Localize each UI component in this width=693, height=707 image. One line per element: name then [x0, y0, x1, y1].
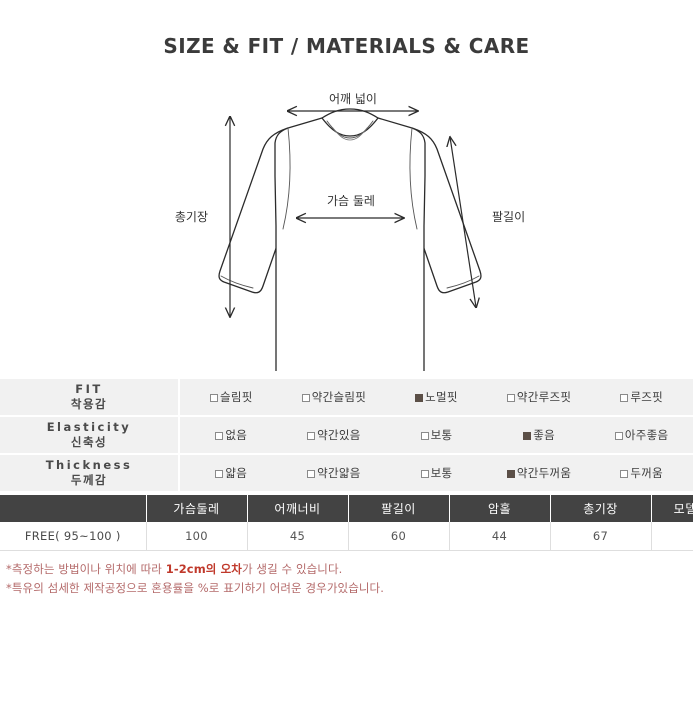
- checkbox-unchecked-icon[interactable]: [620, 470, 629, 478]
- option-row-elasticity: Elasticity 신축성 없음 약간있음 보통 좋음: [0, 416, 693, 455]
- option-choice-thickness-slightly-thin[interactable]: 약간얇음: [283, 465, 386, 481]
- option-choice-label: 약간슬림핏: [311, 390, 367, 404]
- sleeve-length-label: 팔길이: [492, 210, 525, 224]
- cell-chest: 100: [146, 522, 248, 551]
- sleeve-length-dimension: 팔길이: [450, 137, 525, 307]
- option-choice-label: 얇음: [225, 466, 248, 480]
- checkbox-unchecked-icon[interactable]: [620, 394, 629, 402]
- option-choice-elasticity-very-good[interactable]: 아주좋음: [590, 427, 693, 443]
- checkbox-unchecked-icon[interactable]: [307, 470, 316, 478]
- measurement-header-size: [0, 495, 147, 522]
- cell-sleeve: 60: [348, 522, 450, 551]
- cell-total-length: 67: [550, 522, 652, 551]
- option-choices-thickness: 얇음 약간얇음 보통 약간두꺼움 두꺼움: [179, 454, 693, 491]
- fit-options-body: FIT 착용감 슬림핏 약간슬림핏 노멀핏 약간루즈핏: [0, 379, 693, 491]
- option-choice-elasticity-normal[interactable]: 보통: [385, 427, 488, 443]
- footnote-text-a: *측정하는 방법이나 위치에 따라: [6, 562, 166, 576]
- option-choice-fit-slim[interactable]: 슬림핏: [180, 389, 283, 405]
- option-choice-fit-semi-loose[interactable]: 약간루즈핏: [488, 389, 591, 405]
- shoulder-width-dimension: 어깨 넓이: [288, 92, 418, 111]
- option-label-thickness: Thickness 두께감: [0, 454, 180, 491]
- garment-measurement-diagram: 어깨 넓이 가슴 둘레 총기장 팔길이: [0, 71, 693, 371]
- option-label-ko: 착용감: [70, 397, 108, 411]
- checkbox-unchecked-icon[interactable]: [506, 394, 515, 402]
- measurement-table-head: 가슴둘레 어깨너비 팔길이 암홀 총기장 모델착용: [0, 495, 693, 522]
- option-choice-label: 없음: [225, 428, 248, 442]
- checkbox-unchecked-icon[interactable]: [301, 394, 310, 402]
- option-choice-elasticity-none[interactable]: 없음: [180, 427, 283, 443]
- option-choice-label: 슬림핏: [219, 390, 253, 404]
- option-choice-fit-semi-slim[interactable]: 약간슬림핏: [283, 389, 386, 405]
- option-choice-elasticity-good[interactable]: 좋음: [488, 427, 591, 443]
- option-label-fit: FIT 착용감: [0, 379, 180, 417]
- option-choice-label: 약간있음: [317, 428, 361, 442]
- cell-size-name: FREE( 95~100 ): [0, 522, 147, 551]
- option-choice-label: 약간두꺼움: [516, 466, 572, 480]
- table-row: FREE( 95~100 ) 100 45 60 44 67 ✔: [0, 522, 693, 551]
- footnotes: *측정하는 방법이나 위치에 따라 1-2cm의 오차가 생길 수 있습니다. …: [0, 560, 693, 598]
- option-label-en: Elasticity: [46, 420, 132, 434]
- option-choice-thickness-normal[interactable]: 보통: [385, 465, 488, 481]
- checkbox-unchecked-icon[interactable]: [307, 432, 316, 440]
- garment-diagram-svg: 어깨 넓이 가슴 둘레 총기장 팔길이: [175, 92, 525, 371]
- option-label-en: Thickness: [45, 458, 133, 472]
- measurement-table: 가슴둘레 어깨너비 팔길이 암홀 총기장 모델착용 FREE( 95~100 )…: [0, 495, 693, 551]
- option-choice-thickness-thick[interactable]: 두꺼움: [590, 465, 693, 481]
- option-choices-elasticity: 없음 약간있음 보통 좋음 아주좋음: [179, 416, 693, 455]
- option-choice-elasticity-slight[interactable]: 약간있음: [283, 427, 386, 443]
- option-label-elasticity: Elasticity 신축성: [0, 416, 180, 455]
- measurement-header-chest: 가슴둘레: [146, 495, 248, 522]
- measurement-header-row: 가슴둘레 어깨너비 팔길이 암홀 총기장 모델착용: [0, 495, 693, 522]
- total-length-label: 총기장: [175, 210, 208, 224]
- cell-model-worn-check-icon: ✔: [651, 522, 693, 551]
- measurement-header-shoulder: 어깨너비: [247, 495, 349, 522]
- option-choice-label: 약간얇음: [317, 466, 361, 480]
- option-label-ko: 두께감: [70, 473, 108, 487]
- cell-shoulder: 45: [247, 522, 349, 551]
- measurement-header-armhole: 암홀: [449, 495, 551, 522]
- fit-options-table: FIT 착용감 슬림핏 약간슬림핏 노멀핏 약간루즈핏: [0, 379, 693, 491]
- footnote-fabric-ratio: *특유의 섬세한 제작공정으로 혼용률을 %로 표기하기 어려운 경우가있습니다…: [6, 581, 384, 595]
- measurement-header-sleeve: 팔길이: [348, 495, 450, 522]
- option-choice-label: 좋음: [533, 428, 555, 442]
- checkbox-unchecked-icon[interactable]: [614, 432, 623, 440]
- option-choice-label: 약간루즈핏: [516, 390, 572, 404]
- footnote-emphasis: 1-2cm의 오차: [165, 562, 242, 576]
- chest-width-dimension: 가슴 둘레: [297, 194, 404, 218]
- option-choice-fit-loose[interactable]: 루즈핏: [590, 389, 693, 405]
- checkbox-checked-icon[interactable]: [523, 432, 532, 440]
- option-choice-label: 노멀핏: [425, 390, 458, 404]
- checkbox-unchecked-icon[interactable]: [420, 432, 429, 440]
- cell-armhole: 44: [449, 522, 551, 551]
- checkbox-checked-icon[interactable]: [415, 394, 424, 402]
- measurement-header-model-worn: 모델착용: [651, 495, 693, 522]
- footnote-measurement-tolerance: *측정하는 방법이나 위치에 따라 1-2cm의 오차가 생길 수 있습니다.: [6, 560, 693, 579]
- option-choice-label: 두꺼움: [630, 466, 663, 480]
- chest-width-label: 가슴 둘레: [327, 194, 375, 208]
- checkbox-checked-icon[interactable]: [506, 470, 515, 478]
- option-label-ko: 신축성: [70, 435, 108, 449]
- option-choice-label: 보통: [430, 466, 453, 480]
- footnote-text-b: 가 생길 수 있습니다.: [241, 562, 343, 576]
- checkbox-unchecked-icon[interactable]: [420, 470, 429, 478]
- option-choice-label: 루즈핏: [630, 390, 663, 404]
- option-choice-thickness-slightly-thick[interactable]: 약간두꺼움: [488, 465, 591, 481]
- option-choices-fit: 슬림핏 약간슬림핏 노멀핏 약간루즈핏 루즈핏: [179, 379, 693, 417]
- checkbox-unchecked-icon[interactable]: [215, 432, 224, 440]
- measurement-table-body: FREE( 95~100 ) 100 45 60 44 67 ✔: [0, 522, 693, 551]
- checkbox-unchecked-icon[interactable]: [215, 470, 224, 478]
- option-choice-fit-normal[interactable]: 노멀핏: [385, 389, 488, 405]
- page-title: SIZE & FIT / MATERIALS & CARE: [163, 34, 530, 58]
- option-row-fit: FIT 착용감 슬림핏 약간슬림핏 노멀핏 약간루즈핏: [0, 379, 693, 417]
- option-label-en: FIT: [75, 382, 103, 396]
- total-length-dimension: 총기장: [175, 117, 230, 317]
- option-row-thickness: Thickness 두께감 얇음 약간얇음 보통 약간두꺼움: [0, 454, 693, 491]
- option-choice-label: 보통: [430, 428, 453, 442]
- checkbox-unchecked-icon[interactable]: [209, 394, 218, 402]
- option-choice-thickness-thin[interactable]: 얇음: [180, 465, 283, 481]
- option-choice-label: 아주좋음: [624, 428, 669, 442]
- shoulder-width-label: 어깨 넓이: [329, 92, 377, 106]
- measurement-header-total-length: 총기장: [550, 495, 652, 522]
- garment-outline: [218, 108, 482, 371]
